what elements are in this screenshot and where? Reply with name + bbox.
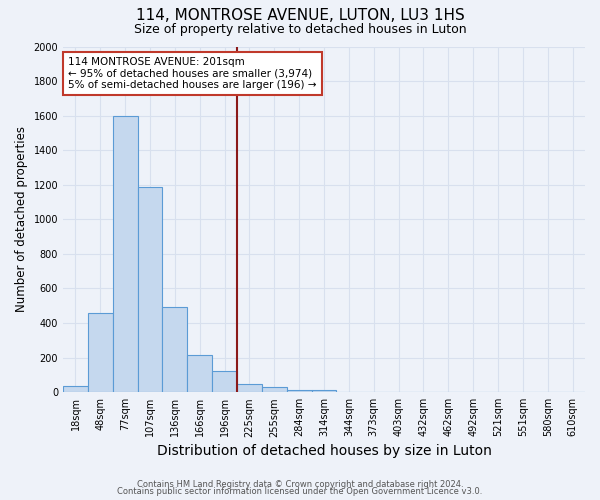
Bar — [262, 387, 287, 392]
Y-axis label: Number of detached properties: Number of detached properties — [15, 126, 28, 312]
Text: Size of property relative to detached houses in Luton: Size of property relative to detached ho… — [134, 22, 466, 36]
Bar — [311, 390, 337, 392]
Bar — [212, 372, 237, 392]
Bar — [63, 386, 88, 392]
Bar — [237, 384, 262, 392]
Text: Contains HM Land Registry data © Crown copyright and database right 2024.: Contains HM Land Registry data © Crown c… — [137, 480, 463, 489]
Bar — [113, 116, 137, 392]
X-axis label: Distribution of detached houses by size in Luton: Distribution of detached houses by size … — [157, 444, 491, 458]
Bar — [287, 390, 311, 392]
Text: 114 MONTROSE AVENUE: 201sqm
← 95% of detached houses are smaller (3,974)
5% of s: 114 MONTROSE AVENUE: 201sqm ← 95% of det… — [68, 57, 317, 90]
Text: Contains public sector information licensed under the Open Government Licence v3: Contains public sector information licen… — [118, 487, 482, 496]
Bar — [88, 312, 113, 392]
Bar — [163, 308, 187, 392]
Bar — [187, 355, 212, 392]
Text: 114, MONTROSE AVENUE, LUTON, LU3 1HS: 114, MONTROSE AVENUE, LUTON, LU3 1HS — [136, 8, 464, 22]
Bar — [137, 186, 163, 392]
